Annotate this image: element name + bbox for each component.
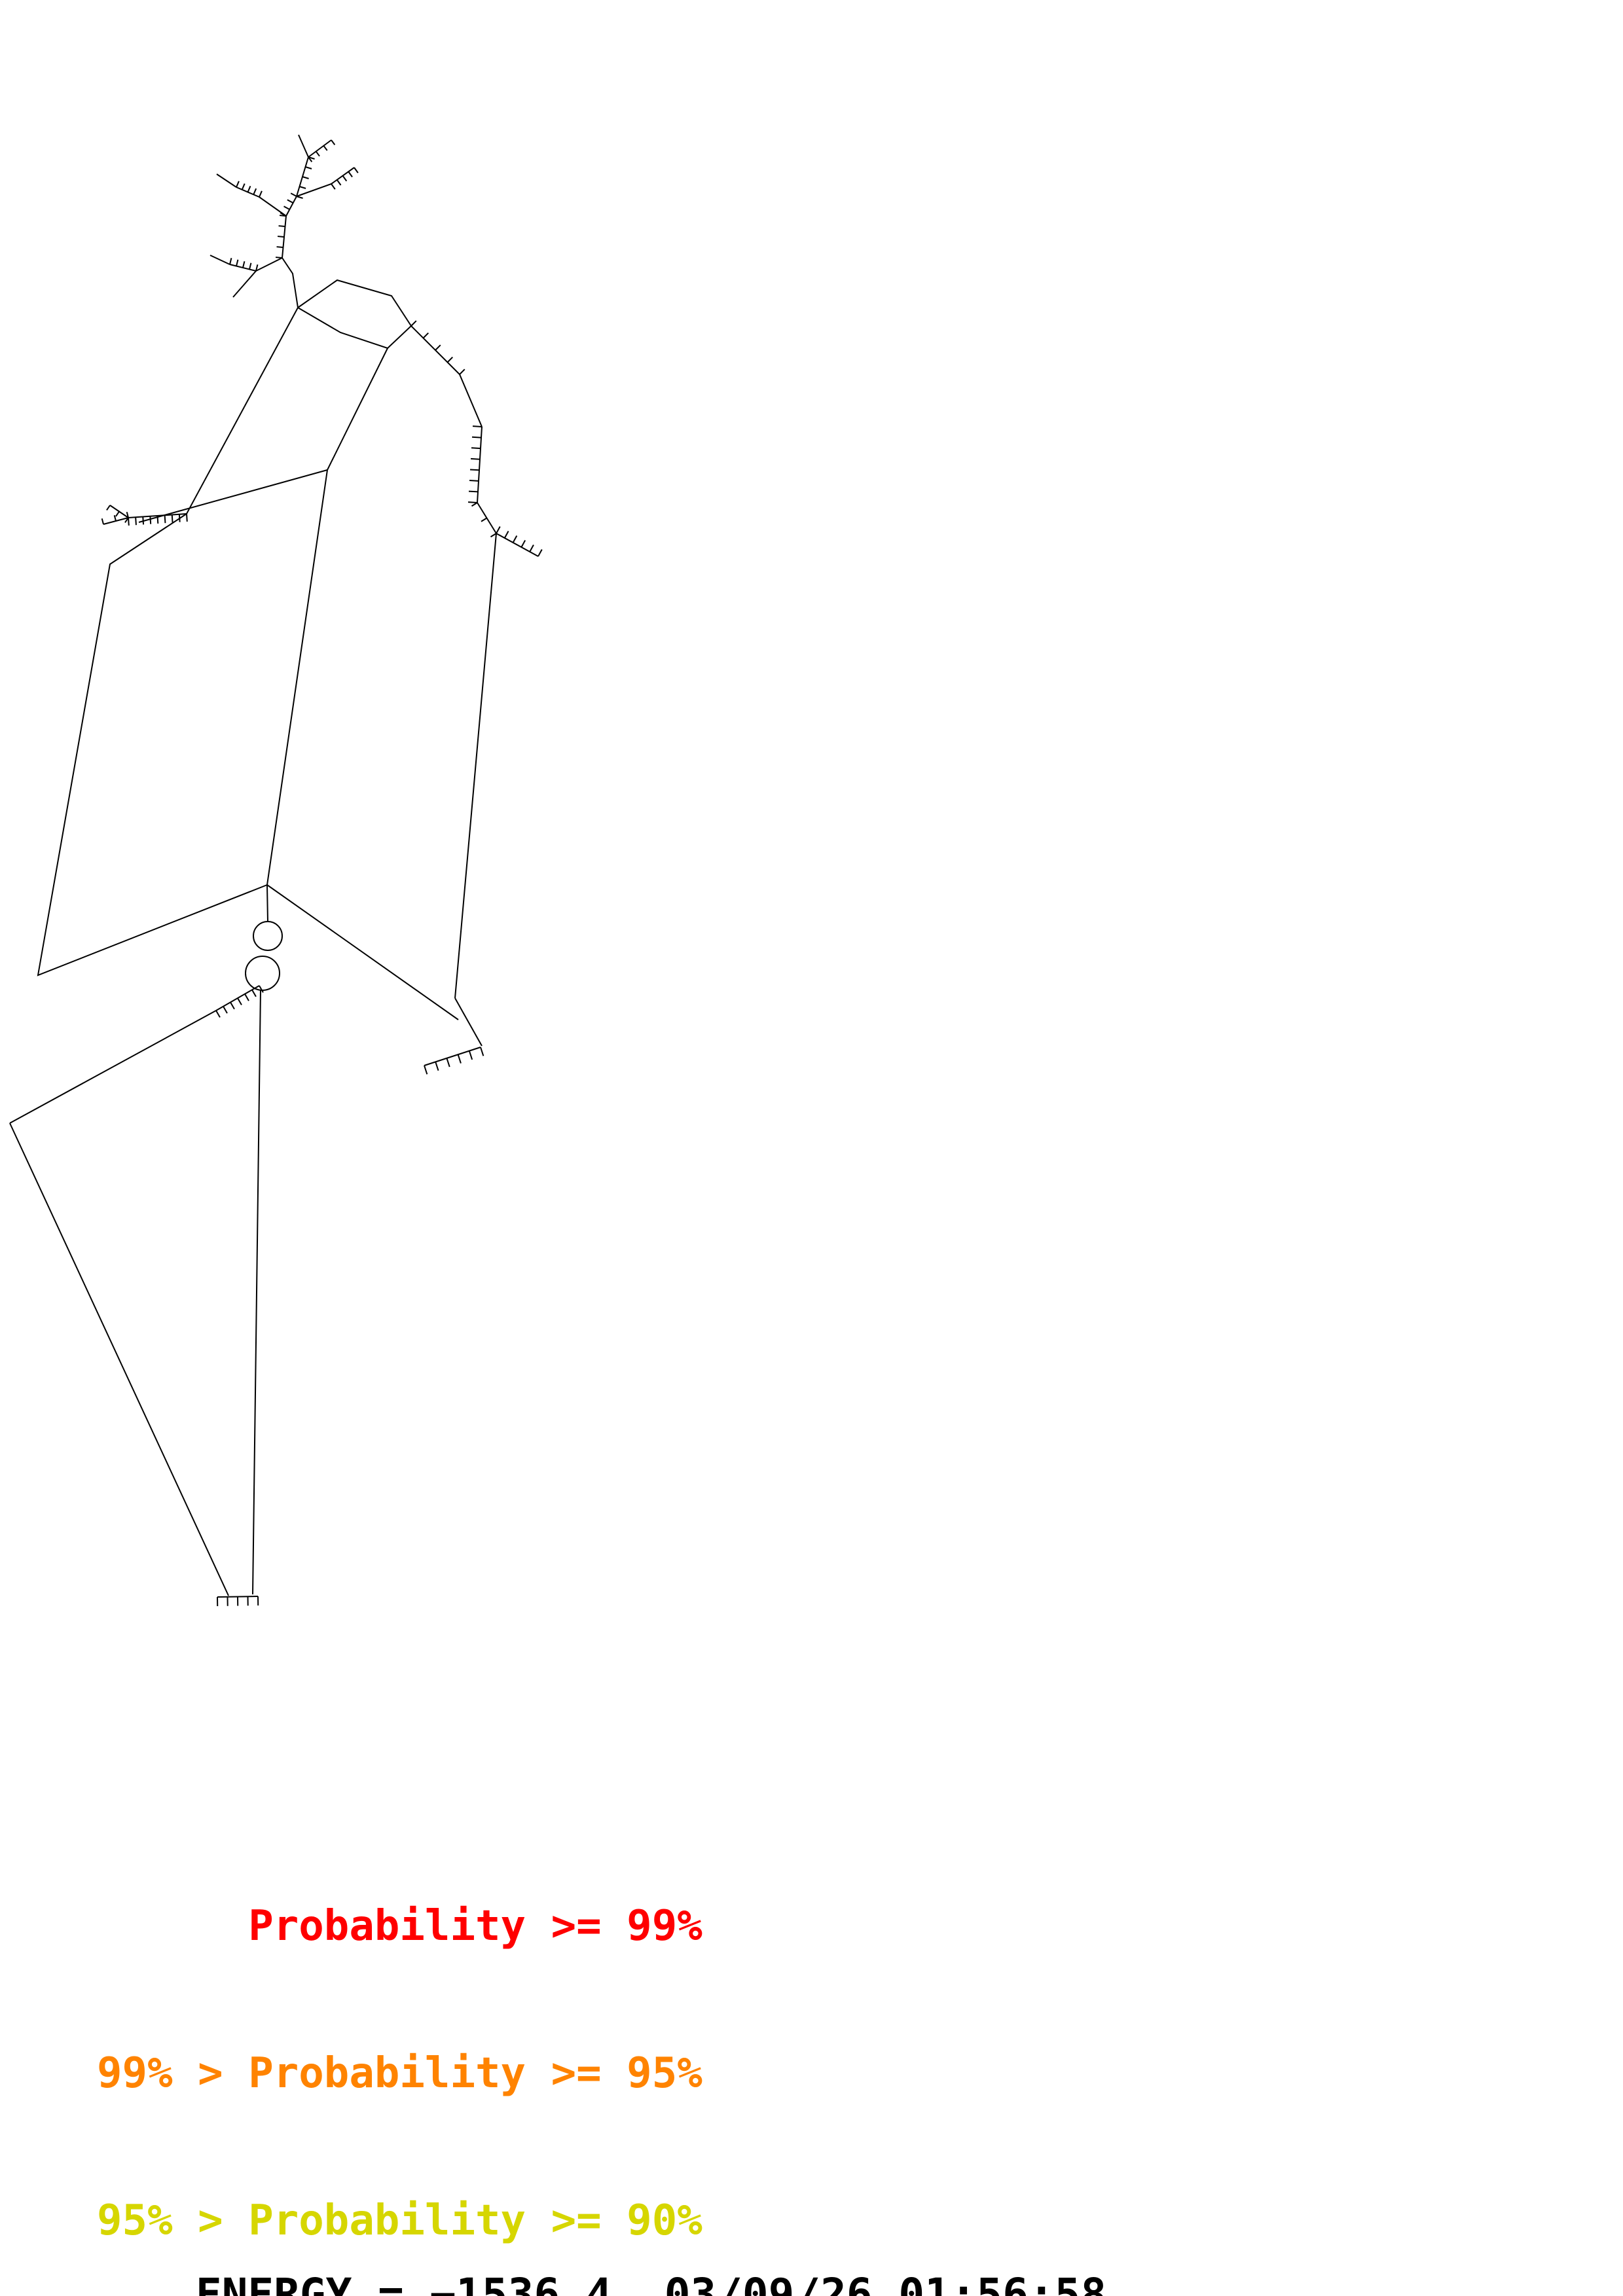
legend-line: 99% > Probability >= 95%: [97, 2049, 702, 2098]
probability-legend: Probability >= 99% 99% > Probability >= …: [97, 1804, 702, 2296]
energy-value: ENERGY = −1536.4: [195, 2269, 612, 2296]
energy-line: ENERGY = −1536.4 03/09/26 01:56:58: [92, 2219, 1106, 2296]
legend-line: Probability >= 99%: [97, 1902, 702, 1950]
timestamp: 03/09/26 01:56:58: [664, 2269, 1107, 2296]
legend-line: 95% > Probability >= 90%: [97, 2197, 702, 2245]
